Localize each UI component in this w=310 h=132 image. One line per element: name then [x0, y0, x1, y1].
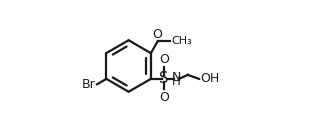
Text: Br: Br: [82, 78, 95, 91]
Text: H: H: [172, 75, 181, 88]
Text: O: O: [159, 53, 169, 66]
Text: O: O: [153, 28, 162, 41]
Text: CH₃: CH₃: [171, 36, 192, 46]
Text: N: N: [172, 71, 181, 84]
Text: S: S: [159, 71, 169, 86]
Text: OH: OH: [200, 72, 220, 85]
Text: O: O: [159, 91, 169, 104]
